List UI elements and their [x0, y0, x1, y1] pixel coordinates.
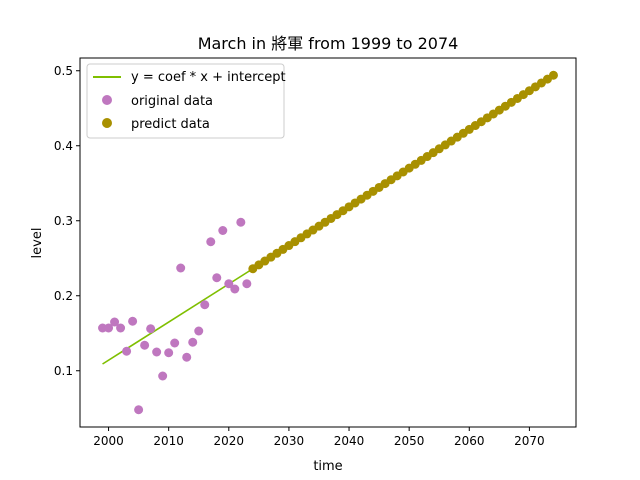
original-data-point: [224, 279, 234, 289]
legend-original-swatch: [102, 95, 112, 105]
x-tick-label: 2010: [153, 434, 184, 448]
original-data-point: [122, 346, 132, 356]
original-data-point: [188, 337, 198, 347]
plot-area: [98, 70, 558, 415]
original-data-point: [182, 352, 192, 362]
original-data-point: [128, 316, 138, 326]
original-data-point: [164, 348, 174, 358]
original-data-point: [110, 317, 120, 327]
original-data-point: [242, 279, 252, 289]
y-tick-label: 0.4: [54, 139, 73, 153]
original-data-point: [116, 323, 126, 333]
y-axis: 0.1 0.2 0.3 0.4 0.5: [54, 64, 80, 378]
original-data-point: [236, 217, 246, 227]
original-data-point: [218, 226, 228, 235]
chart-title: March in 將軍 from 1999 to 2074: [198, 34, 459, 53]
legend-predict-swatch: [102, 118, 112, 128]
original-data-point: [140, 340, 150, 350]
x-axis: 2000 2010 2020 2030 2040 2050 2060 2070: [93, 427, 545, 448]
x-tick-label: 2030: [274, 434, 305, 448]
x-tick-label: 2060: [454, 434, 485, 448]
original-data-point: [104, 323, 114, 333]
original-data-point: [170, 338, 180, 348]
original-data-point: [146, 324, 156, 334]
x-axis-title: time: [313, 459, 342, 474]
legend-fit-line-label: y = coef * x + intercept: [131, 70, 286, 85]
original-data-point: [206, 237, 216, 247]
original-data-point: [230, 284, 240, 294]
predict-data-point: [548, 70, 558, 80]
y-tick-label: 0.5: [54, 64, 73, 78]
x-tick-label: 2050: [394, 434, 425, 448]
y-axis-title: level: [30, 228, 45, 259]
y-tick-label: 0.3: [54, 214, 73, 228]
x-tick-label: 2020: [214, 434, 245, 448]
x-tick-label: 2040: [334, 434, 365, 448]
original-data-point: [176, 263, 186, 273]
x-tick-label: 2070: [514, 434, 545, 448]
plot-frame: [79, 57, 577, 428]
original-data-point: [200, 300, 210, 310]
original-data-point: [194, 326, 204, 336]
original-data-point: [158, 371, 168, 381]
legend: y = coef * x + intercept original data p…: [86, 63, 286, 139]
original-data-point: [212, 273, 222, 283]
legend-box: [86, 63, 285, 139]
legend-original-label: original data: [131, 94, 213, 109]
x-tick-label: 2000: [93, 434, 124, 448]
original-data-point: [152, 347, 162, 357]
original-data-point: [134, 405, 144, 415]
y-tick-label: 0.2: [54, 289, 73, 303]
legend-predict-label: predict data: [131, 117, 210, 132]
y-tick-label: 0.1: [54, 364, 73, 378]
